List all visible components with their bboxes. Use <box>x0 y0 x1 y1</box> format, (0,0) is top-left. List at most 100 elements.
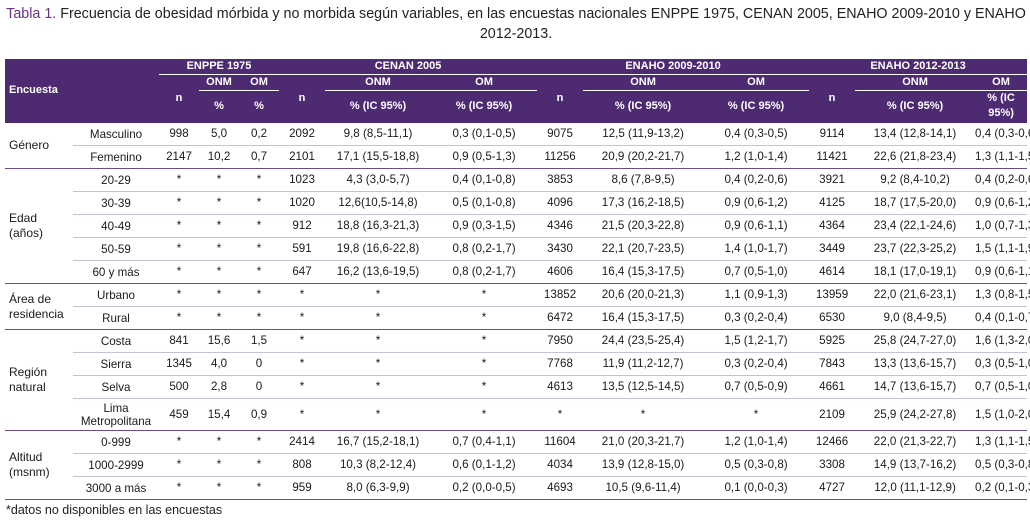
table-cell: 9,2 (8,4-10,2) <box>855 169 975 192</box>
row-category: 30-39 <box>73 192 159 215</box>
table-cell: * <box>279 330 325 353</box>
table-cell: 0,7 (0,5-0,9) <box>703 376 809 399</box>
header-pct-ic: % (IC 95%) <box>431 91 537 123</box>
header-pct-ic: % (IC 95%) <box>975 91 1027 123</box>
table-row: Altitud (msnm) 0-999 * * * 2414 16,7 (15,2-18,… <box>5 431 1027 454</box>
table-cell: * <box>239 477 279 500</box>
table-cell: 912 <box>279 215 325 238</box>
row-category: 0-999 <box>73 431 159 454</box>
header-n: n <box>279 75 325 123</box>
table-cell: 16,7 (15,2-18,1) <box>325 431 431 454</box>
table-cell: 1,3 (1,1-1,5) <box>975 146 1027 169</box>
table-cell: * <box>199 261 239 284</box>
table-row: 50-59 * * * 591 19,8 (16,6-22,8) 0,8 (0,2-1,7)… <box>5 238 1027 261</box>
table-row: Área de residencia Urbano * * * * * * 13852 20,6 … <box>5 284 1027 307</box>
table-cell: 4346 <box>537 215 583 238</box>
header-onm: ONM <box>325 75 431 91</box>
table-cell: 25,8 (24,7-27,0) <box>855 330 975 353</box>
table-cell: 24,4 (23,5-25,4) <box>583 330 703 353</box>
table-cell: 21,5 (20,3-22,8) <box>583 215 703 238</box>
table-cell: * <box>159 261 199 284</box>
table-cell: 19,8 (16,6-22,8) <box>325 238 431 261</box>
table-body: Género Masculino 998 5,0 0,2 2092 9,8 (8,5-11,… <box>5 122 1027 500</box>
table-cell: * <box>431 353 537 376</box>
header-survey-1: ENPPE 1975 <box>159 59 279 75</box>
table-cell: * <box>239 284 279 307</box>
table-cell: 6530 <box>809 307 855 330</box>
header-pct-ic: % (IC 95%) <box>325 91 431 123</box>
table-cell: * <box>239 261 279 284</box>
table-cell: 0,2 <box>239 122 279 146</box>
table-cell: 4613 <box>537 376 583 399</box>
table-cell: 0,9 <box>239 399 279 431</box>
table-cell: 4661 <box>809 376 855 399</box>
table-cell: 11421 <box>809 146 855 169</box>
table-cell: * <box>239 431 279 454</box>
table-cell: 20,6 (20,0-21,3) <box>583 284 703 307</box>
table-cell: 0,5 (0,3-0,8) <box>975 454 1027 477</box>
section-label: Área de residencia <box>5 284 73 330</box>
header-om: OM <box>431 75 537 91</box>
table-cell: 0,7 <box>239 146 279 169</box>
table-cell: 2101 <box>279 146 325 169</box>
table-cell: 0,4 (0,2-0,6) <box>703 169 809 192</box>
table-cell: 0,7 (0,5-1,0) <box>703 261 809 284</box>
table-cell: * <box>325 330 431 353</box>
table-cell: 9,8 (8,5-11,1) <box>325 122 431 146</box>
table-cell: 23,7 (22,3-25,2) <box>855 238 975 261</box>
table-cell: 8,0 (6,3-9,9) <box>325 477 431 500</box>
row-category: Sierra <box>73 353 159 376</box>
header-row-surveys: Encuesta ENPPE 1975 CENAN 2005 ENAHO 200… <box>5 59 1027 75</box>
table-cell: 1,3 (1,1-1,5) <box>975 431 1027 454</box>
table-cell: * <box>199 431 239 454</box>
table-cell: 7950 <box>537 330 583 353</box>
footnote: *datos no disponibles en las encuestas <box>6 503 222 517</box>
table-cell: 3921 <box>809 169 855 192</box>
table-cell: 4034 <box>537 454 583 477</box>
table-cell: 1,1 (0,9-1,3) <box>703 284 809 307</box>
table-cell: * <box>159 284 199 307</box>
table-cell: 4,3 (3,0-5,7) <box>325 169 431 192</box>
table-cell: * <box>325 399 431 431</box>
table-cell: 14,7 (13,6-15,7) <box>855 376 975 399</box>
table-cell: * <box>431 284 537 307</box>
header-survey-4: ENAHO 2012-2013 <box>809 59 1027 75</box>
table-cell: 13,9 (12,8-15,0) <box>583 454 703 477</box>
table-cell: * <box>537 399 583 431</box>
table-cell: 0,5 (0,3-0,8) <box>703 454 809 477</box>
table-row: Género Masculino 998 5,0 0,2 2092 9,8 (8,5-11,… <box>5 122 1027 146</box>
table-cell: * <box>159 192 199 215</box>
header-n: n <box>159 75 199 123</box>
table-cell: 0,9 (0,6-1,2) <box>975 192 1027 215</box>
table-cell: 0,7 (0,5-1,0) <box>975 376 1027 399</box>
row-category: Urbano <box>73 284 159 307</box>
table-cell: 22,1 (20,7-23,5) <box>583 238 703 261</box>
table-cell: 0,2 (0,0-0,5) <box>431 477 537 500</box>
row-category: Costa <box>73 330 159 353</box>
table-cell: 0,5 (0,1-0,8) <box>431 192 537 215</box>
table-cell: 1,0 (0,7-1,3) <box>975 215 1027 238</box>
table-cell: 4,0 <box>199 353 239 376</box>
table-cell: 0,3 (0,2-0,4) <box>703 353 809 376</box>
table-cell: 6472 <box>537 307 583 330</box>
table-cell: * <box>325 353 431 376</box>
table-cell: 10,3 (8,2-12,4) <box>325 454 431 477</box>
table-cell: 11,9 (11,2-12,7) <box>583 353 703 376</box>
table-cell: 20,9 (20,2-21,7) <box>583 146 703 169</box>
table-cell: 13,5 (12,5-14,5) <box>583 376 703 399</box>
row-category: 20-29 <box>73 169 159 192</box>
table-row: 3000 a más * * * 959 8,0 (6,3-9,9) 0,2 (0,0-0,… <box>5 477 1027 500</box>
table-cell: 1345 <box>159 353 199 376</box>
table-cell: 4364 <box>809 215 855 238</box>
header-pct-ic: % (IC 95%) <box>583 91 703 123</box>
table-cell: 647 <box>279 261 325 284</box>
table-cell: 0,7 (0,4-1,1) <box>431 431 537 454</box>
table-cell: 4096 <box>537 192 583 215</box>
table-cell: 4727 <box>809 477 855 500</box>
table-cell: 1,3 (0,8-1,5) <box>975 284 1027 307</box>
section-label: Edad (años) <box>5 169 73 284</box>
table-cell: 0,3 (0,2-0,4) <box>703 307 809 330</box>
table-cell: 14,9 (13,7-16,2) <box>855 454 975 477</box>
table-cell: 459 <box>159 399 199 431</box>
table-cell: 1023 <box>279 169 325 192</box>
